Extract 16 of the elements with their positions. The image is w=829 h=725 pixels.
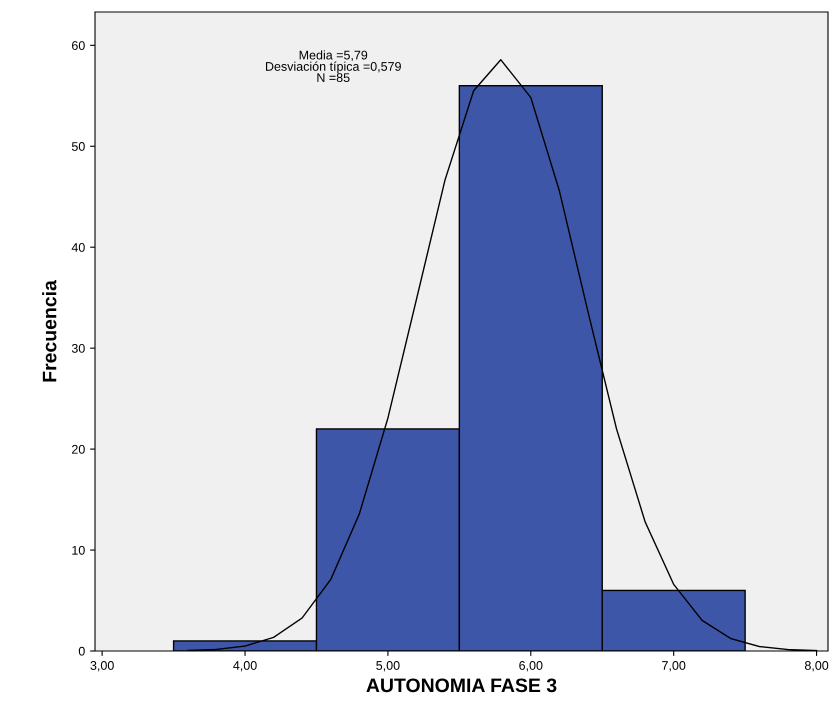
x-tick-label: 3,00	[90, 661, 114, 672]
y-tick-label: 50	[72, 142, 85, 151]
x-axis-title: AUTONOMIA FASE 3	[366, 678, 556, 692]
x-tick-label: 5,00	[376, 661, 400, 672]
y-tick-label: 40	[72, 243, 85, 252]
x-tick-label: 4,00	[233, 661, 257, 672]
x-tick-label: 8,00	[804, 661, 828, 672]
y-tick-label: 30	[72, 344, 85, 353]
y-tick-label: 10	[72, 546, 85, 555]
y-tick-label: 20	[72, 444, 85, 454]
x-tick-label: 7,00	[662, 661, 686, 672]
y-axis-title: Frecuencia	[42, 280, 56, 382]
annotation: Media =5,79 Desviación típica =0,579 N =85	[266, 50, 401, 82]
y-tick-label: 0	[78, 646, 85, 656]
y-tick-label: 60	[72, 41, 85, 50]
x-tick-label: 6,00	[519, 661, 542, 672]
